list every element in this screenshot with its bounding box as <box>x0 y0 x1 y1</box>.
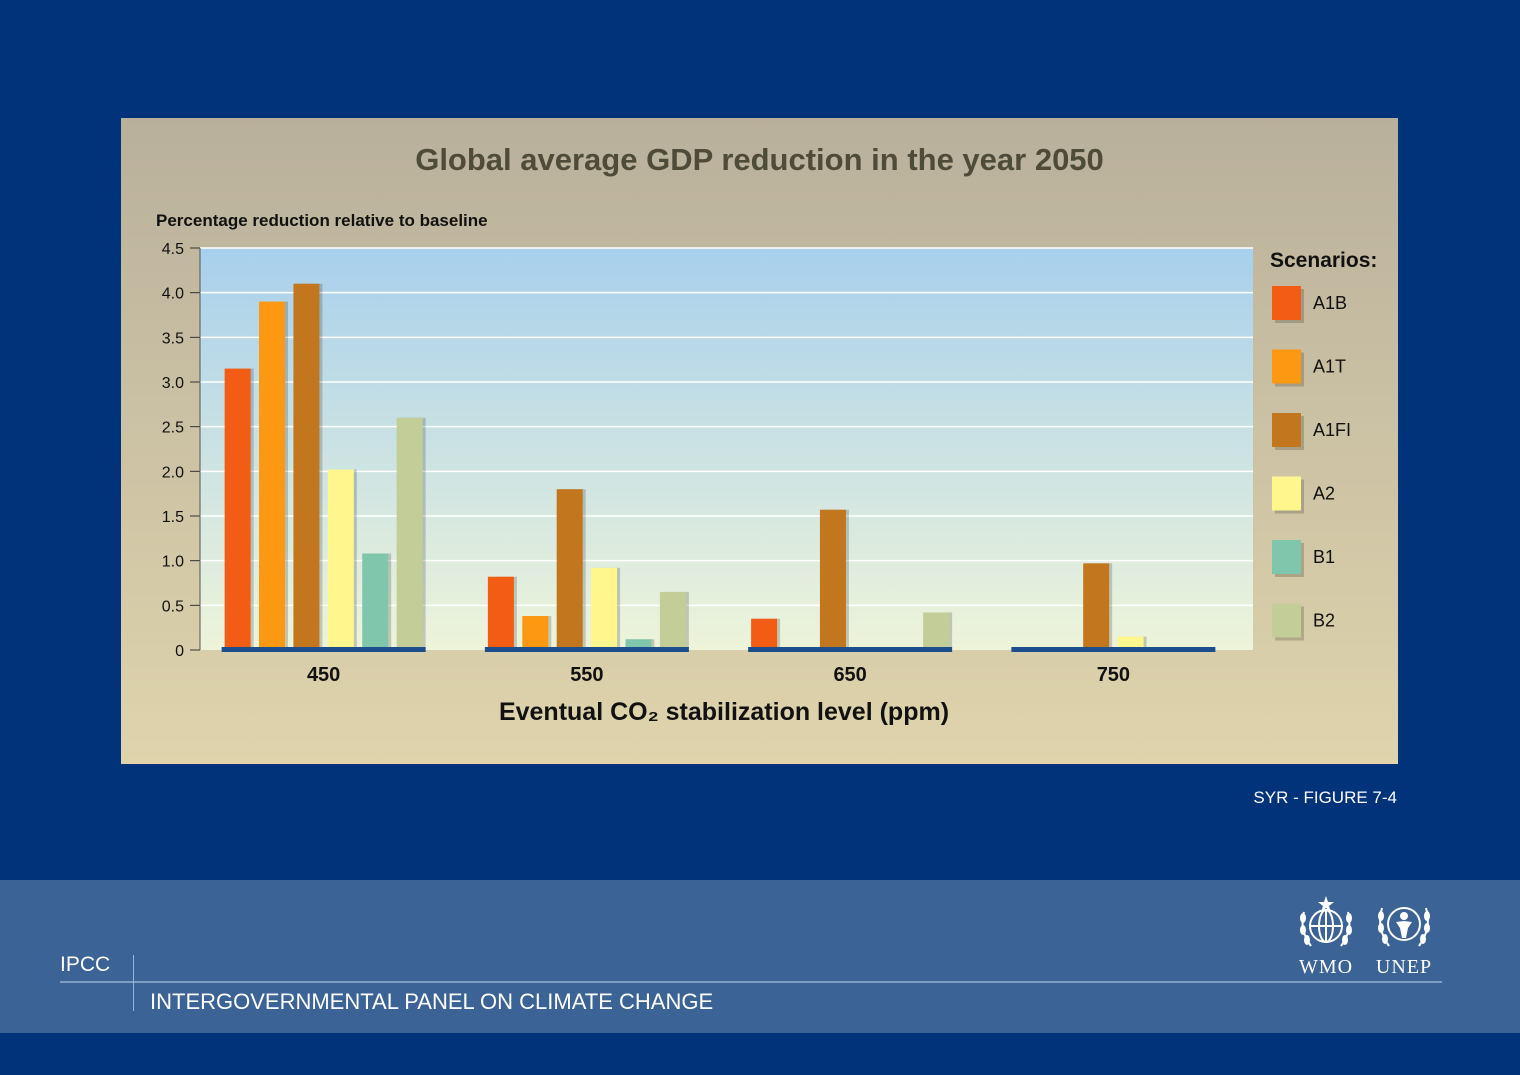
bar-A2-450 <box>327 469 354 650</box>
y-tick-label: 2.0 <box>162 464 184 481</box>
y-tick-label: 1.0 <box>162 554 184 571</box>
figure-reference: SYR - FIGURE 7-4 <box>1253 788 1397 807</box>
x-tick-label: 750 <box>1097 664 1130 686</box>
legend-label-A2: A2 <box>1313 484 1335 504</box>
x-tick-label: 450 <box>307 664 340 686</box>
bar-A1B-450 <box>224 368 251 650</box>
bar-A1T-550 <box>522 616 549 650</box>
legend-label-B1: B1 <box>1313 547 1335 567</box>
legend-swatch-B1 <box>1272 540 1301 574</box>
bars <box>224 283 1147 650</box>
y-tick-label: 1.5 <box>162 509 184 526</box>
y-tick-label: 2.5 <box>162 420 184 437</box>
legend: Scenarios: A1B A1T A1FI A2 B1 B2 <box>1270 249 1377 641</box>
legend-label-B2: B2 <box>1313 611 1335 631</box>
y-tick-label: 0 <box>175 643 184 660</box>
legend-swatch-A1FI <box>1272 413 1301 447</box>
legend-title: Scenarios: <box>1270 249 1377 272</box>
bar-B1-450 <box>362 553 389 650</box>
y-tick-label: 4.0 <box>162 286 184 303</box>
bar-A1FI-450 <box>293 283 320 650</box>
category-baseline <box>1011 647 1216 652</box>
x-axis-label: Eventual CO₂ stabilization level (ppm) <box>498 698 950 726</box>
org-full-name: INTERGOVERNMENTAL PANEL ON CLIMATE CHANG… <box>150 989 714 1014</box>
x-tick-label: 650 <box>833 664 866 686</box>
legend-label-A1T: A1T <box>1313 357 1346 377</box>
y-axis-label: Percentage reduction relative to baselin… <box>156 211 488 230</box>
axes: 0 0.5 1.0 1.5 2.0 2.5 3.0 3.5 4.0 4.5 450 550 650 750 <box>162 241 1216 686</box>
y-tick-label: 4.5 <box>162 241 184 258</box>
category-baseline <box>748 647 953 652</box>
bar-A2-550 <box>591 567 618 650</box>
bar-A1FI-650 <box>819 509 846 650</box>
wmo-emblem-icon <box>1300 896 1352 947</box>
footer-rule <box>60 981 1442 983</box>
legend-swatch-A2 <box>1272 476 1301 511</box>
bar-chart: 0 0.5 1.0 1.5 2.0 2.5 3.0 3.5 4.0 4.5 450 550 650 750… <box>162 241 1378 686</box>
legend-swatch-A1B <box>1272 286 1301 320</box>
bar-A1B-650 <box>751 618 778 650</box>
unep-emblem-icon <box>1378 907 1430 947</box>
footer-divider <box>133 955 134 1011</box>
legend-swatch-A1T <box>1272 349 1301 384</box>
legend-label-A1B: A1B <box>1313 293 1347 313</box>
bar-A1T-450 <box>259 301 286 650</box>
unep-logo: UNEP <box>1371 894 1437 979</box>
y-tick-label: 3.5 <box>162 330 184 347</box>
chart-title: Global average GDP reduction in the year… <box>415 142 1104 177</box>
grid-lines <box>200 247 1253 607</box>
y-tick-label: 0.5 <box>162 598 184 615</box>
category-baseline <box>221 647 426 652</box>
bar-B2-550 <box>659 591 686 650</box>
x-tick-label: 550 <box>570 664 603 686</box>
wmo-label: WMO <box>1298 956 1354 978</box>
bar-A2-750 <box>1117 636 1144 650</box>
bar-B2-450 <box>396 417 423 650</box>
category-baseline <box>484 647 689 652</box>
footer-bar: IPCC INTERGOVERNMENTAL PANEL ON CLIMATE … <box>0 880 1520 1033</box>
wmo-logo: WMO <box>1293 894 1359 979</box>
bar-A1FI-550 <box>556 489 583 650</box>
bar-B1-550 <box>625 639 652 650</box>
bar-A1FI-750 <box>1083 563 1110 650</box>
unep-label: UNEP <box>1375 956 1433 978</box>
org-short-name: IPCC <box>60 953 111 976</box>
bar-A1B-550 <box>487 576 514 650</box>
y-tick-label: 3.0 <box>162 375 184 392</box>
legend-label-A1FI: A1FI <box>1313 420 1351 440</box>
legend-swatch-B2 <box>1272 603 1301 638</box>
bar-B2-650 <box>923 612 950 650</box>
